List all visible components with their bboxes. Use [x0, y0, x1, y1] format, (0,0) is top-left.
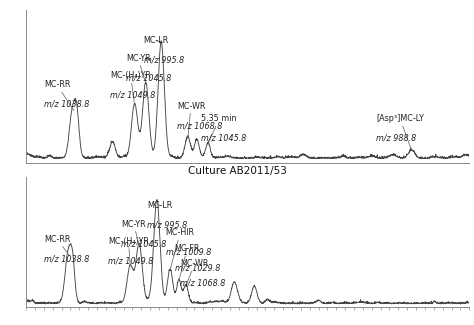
Text: 5.35 min: 5.35 min	[201, 114, 237, 145]
Text: MC-(H₄)YR: MC-(H₄)YR	[110, 72, 151, 106]
Text: m/z 1049.8: m/z 1049.8	[108, 246, 154, 266]
Text: MC-HIR: MC-HIR	[166, 228, 195, 269]
Text: m/z 1068.8: m/z 1068.8	[177, 111, 222, 130]
Text: m/z 1029.8: m/z 1029.8	[174, 254, 220, 273]
Text: m/z 1009.8: m/z 1009.8	[166, 237, 211, 257]
Text: MC-FR: MC-FR	[174, 244, 200, 280]
Text: MC-RR: MC-RR	[44, 235, 70, 255]
Text: m/z 1038.8: m/z 1038.8	[44, 89, 89, 109]
Text: m/z 1049.8: m/z 1049.8	[110, 81, 155, 100]
Text: m/z 1045.8: m/z 1045.8	[201, 124, 246, 143]
Text: MC-YR: MC-YR	[126, 54, 150, 83]
Text: MC-YR: MC-YR	[121, 220, 146, 245]
Text: MC-(H₄)YR: MC-(H₄)YR	[108, 237, 149, 266]
Text: m/z 1038.8: m/z 1038.8	[44, 244, 89, 263]
Text: MC-RR: MC-RR	[44, 80, 74, 111]
Text: MC-WR: MC-WR	[180, 259, 209, 287]
Text: MC-LR: MC-LR	[147, 202, 173, 210]
Text: m/z 1045.8: m/z 1045.8	[121, 229, 167, 248]
Text: m/z 1068.8: m/z 1068.8	[180, 268, 226, 288]
Text: MC-WR: MC-WR	[177, 102, 205, 138]
Text: MC-LR: MC-LR	[144, 36, 169, 45]
Text: m/z 1045.8: m/z 1045.8	[126, 63, 171, 82]
Text: m/z 988.8: m/z 988.8	[376, 124, 417, 143]
Text: m/z 995.8: m/z 995.8	[147, 211, 187, 230]
Text: [Asp³]MC-LY: [Asp³]MC-LY	[376, 114, 424, 150]
Text: Culture AB2011/53: Culture AB2011/53	[188, 166, 286, 176]
Text: m/z 995.8: m/z 995.8	[144, 45, 184, 65]
